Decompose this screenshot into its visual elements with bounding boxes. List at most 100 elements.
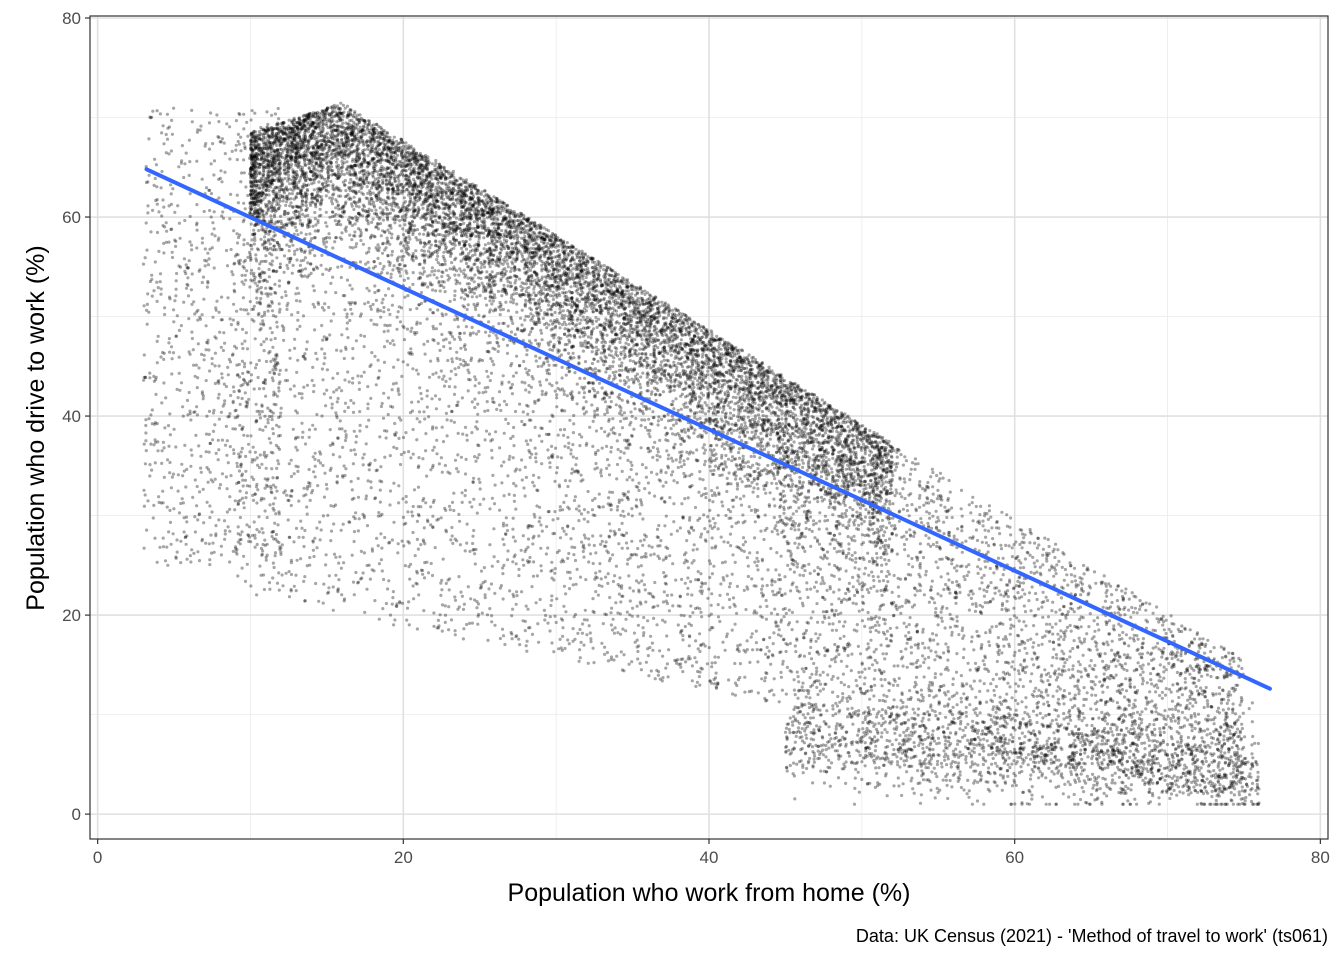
data-point — [234, 328, 238, 332]
data-point — [213, 234, 217, 238]
data-point — [367, 289, 371, 293]
data-point — [366, 154, 370, 158]
data-point — [769, 611, 774, 615]
data-point — [922, 660, 926, 665]
data-point — [639, 539, 643, 543]
data-point — [1232, 767, 1236, 771]
data-point — [398, 224, 402, 228]
data-point — [279, 411, 283, 415]
data-point — [1025, 550, 1029, 554]
data-point — [1158, 727, 1162, 731]
data-point — [970, 802, 975, 806]
data-point — [1077, 692, 1081, 696]
data-point — [823, 519, 827, 523]
data-point — [1007, 705, 1011, 710]
data-point — [703, 459, 707, 463]
data-point — [395, 189, 399, 193]
data-point — [858, 438, 863, 442]
data-point — [1171, 760, 1175, 764]
data-point — [1193, 637, 1197, 641]
data-point — [344, 467, 348, 471]
data-point — [636, 623, 641, 627]
data-point — [766, 381, 770, 385]
data-point — [292, 540, 296, 544]
data-point — [599, 474, 604, 478]
data-point — [174, 244, 178, 248]
data-point — [142, 488, 146, 492]
data-point — [812, 444, 816, 448]
data-point — [998, 695, 1002, 699]
data-point — [454, 282, 458, 286]
data-point — [254, 402, 258, 406]
data-point — [501, 337, 505, 341]
data-point — [242, 158, 246, 162]
data-point — [367, 418, 371, 422]
data-point — [325, 156, 329, 160]
data-point — [376, 243, 380, 247]
data-point — [773, 504, 777, 508]
data-point — [307, 273, 311, 277]
data-point — [529, 237, 533, 241]
data-point — [472, 220, 476, 224]
data-point — [468, 500, 472, 504]
data-point — [757, 515, 761, 519]
data-point — [935, 727, 940, 731]
data-point — [1206, 714, 1210, 718]
data-point — [563, 444, 567, 448]
data-point — [271, 368, 275, 372]
data-point — [928, 516, 932, 520]
data-point — [158, 272, 163, 276]
data-point — [1024, 756, 1028, 760]
data-point — [285, 200, 289, 204]
data-point — [470, 400, 474, 404]
data-point — [234, 143, 238, 147]
data-point — [155, 280, 159, 284]
data-point — [328, 333, 332, 337]
data-point — [150, 468, 154, 472]
data-point — [647, 491, 652, 495]
data-point — [758, 605, 762, 609]
data-point — [1052, 574, 1056, 578]
data-point — [812, 453, 816, 457]
data-point — [221, 348, 225, 353]
data-point — [1140, 732, 1144, 736]
data-point — [1048, 639, 1052, 643]
data-point — [1216, 676, 1220, 680]
data-point — [820, 735, 824, 739]
data-point — [437, 375, 441, 379]
data-point — [555, 550, 560, 555]
data-point — [627, 304, 631, 308]
data-point — [879, 588, 883, 593]
data-point — [1027, 599, 1031, 603]
data-point — [411, 282, 415, 286]
data-point — [191, 348, 195, 352]
data-point — [176, 204, 180, 208]
data-point — [1173, 747, 1178, 752]
data-point — [1030, 585, 1034, 589]
data-point — [893, 752, 897, 756]
data-point — [889, 711, 894, 715]
data-point — [567, 322, 572, 326]
data-point — [1187, 707, 1191, 711]
data-point — [170, 255, 175, 260]
data-point — [1047, 544, 1051, 549]
data-point — [246, 255, 250, 259]
data-point — [324, 563, 328, 567]
data-point — [257, 311, 261, 316]
data-point — [577, 391, 581, 395]
data-point — [296, 133, 300, 137]
data-point — [798, 653, 803, 657]
data-point — [402, 338, 407, 342]
data-point — [1129, 783, 1133, 787]
data-point — [964, 710, 968, 715]
data-point — [931, 485, 935, 489]
data-point — [289, 201, 293, 205]
data-point — [465, 522, 469, 526]
data-point — [749, 421, 753, 425]
data-point — [1225, 701, 1229, 706]
data-point — [996, 556, 1001, 560]
data-point — [643, 588, 647, 592]
data-point — [693, 505, 698, 510]
data-point — [1122, 653, 1126, 657]
data-point — [216, 458, 220, 462]
